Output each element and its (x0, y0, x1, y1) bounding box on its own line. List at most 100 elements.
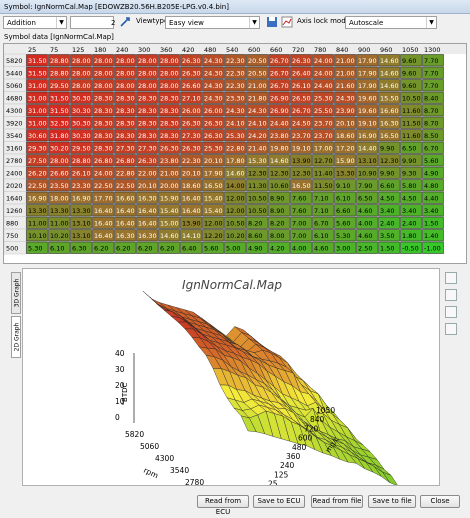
table-cell[interactable] (70, 129, 92, 142)
table-cell[interactable] (158, 241, 180, 254)
table-cell[interactable] (224, 241, 246, 254)
table-cell[interactable] (334, 54, 356, 67)
table-cell[interactable] (356, 216, 378, 229)
table-cell[interactable] (378, 79, 400, 92)
table-cell[interactable] (290, 79, 312, 92)
table-cell[interactable] (246, 104, 268, 117)
table-cell[interactable] (92, 154, 114, 167)
table-cell[interactable] (180, 154, 202, 167)
table-cell[interactable] (26, 241, 48, 254)
table-cell[interactable] (400, 191, 422, 204)
table-cell[interactable] (312, 129, 334, 142)
table-cell[interactable] (246, 129, 268, 142)
table-cell[interactable] (268, 79, 290, 92)
read-from-ecu-button[interactable]: Read from ECU (197, 495, 249, 516)
table-cell[interactable] (312, 66, 334, 79)
table-cell[interactable] (334, 154, 356, 167)
table-cell[interactable] (180, 229, 202, 242)
table-cell[interactable] (334, 216, 356, 229)
table-cell[interactable] (136, 229, 158, 242)
table-cell[interactable] (268, 229, 290, 242)
table-cell[interactable] (422, 154, 444, 167)
table-cell[interactable] (202, 154, 224, 167)
table-cell[interactable] (400, 54, 422, 67)
table-cell[interactable] (136, 54, 158, 67)
table-cell[interactable] (202, 91, 224, 104)
table-cell[interactable] (246, 154, 268, 167)
table-cell[interactable] (356, 204, 378, 217)
table-cell[interactable] (92, 141, 114, 154)
table-cell[interactable] (48, 204, 70, 217)
table-cell[interactable] (158, 179, 180, 192)
table-cell[interactable] (268, 204, 290, 217)
table-cell[interactable] (334, 166, 356, 179)
table-cell[interactable] (334, 204, 356, 217)
table-cell[interactable] (334, 79, 356, 92)
table-cell[interactable] (92, 191, 114, 204)
table-cell[interactable] (92, 104, 114, 117)
table-cell[interactable] (70, 141, 92, 154)
table-cell[interactable] (422, 191, 444, 204)
table-cell[interactable] (400, 79, 422, 92)
table-cell[interactable] (356, 129, 378, 142)
table-cell[interactable] (70, 241, 92, 254)
table-cell[interactable] (114, 191, 136, 204)
table-cell[interactable] (400, 229, 422, 242)
save-icon[interactable] (265, 15, 279, 29)
table-cell[interactable] (158, 116, 180, 129)
table-cell[interactable] (92, 91, 114, 104)
table-cell[interactable] (224, 91, 246, 104)
table-cell[interactable] (114, 79, 136, 92)
table-cell[interactable] (422, 216, 444, 229)
table-cell[interactable] (224, 66, 246, 79)
table-cell[interactable] (70, 104, 92, 117)
table-cell[interactable] (268, 241, 290, 254)
table-cell[interactable] (26, 216, 48, 229)
amount-stepper[interactable]: 2 (70, 16, 115, 29)
table-cell[interactable] (378, 66, 400, 79)
map-grid[interactable]: 25 75 125 180 240 300 360 420 480 540 600 660 720 780… (4, 44, 466, 263)
table-cell[interactable] (268, 66, 290, 79)
table-cell[interactable] (48, 129, 70, 142)
table-cell[interactable] (158, 79, 180, 92)
table-cell[interactable] (26, 66, 48, 79)
table-cell[interactable] (246, 204, 268, 217)
table-cell[interactable] (136, 66, 158, 79)
table-cell[interactable] (378, 241, 400, 254)
table-cell[interactable] (114, 241, 136, 254)
table-cell[interactable] (180, 166, 202, 179)
table-cell[interactable] (158, 166, 180, 179)
save-to-file-button[interactable]: Save to file (368, 495, 416, 508)
table-cell[interactable] (224, 141, 246, 154)
table-cell[interactable] (26, 141, 48, 154)
table-cell[interactable] (48, 166, 70, 179)
table-cell[interactable] (268, 154, 290, 167)
table-cell[interactable] (334, 229, 356, 242)
rotate-icon[interactable] (445, 306, 457, 318)
table-cell[interactable] (70, 179, 92, 192)
table-cell[interactable] (290, 116, 312, 129)
table-cell[interactable] (70, 191, 92, 204)
table-cell[interactable] (246, 229, 268, 242)
table-cell[interactable] (136, 179, 158, 192)
table-cell[interactable] (400, 216, 422, 229)
table-cell[interactable] (92, 229, 114, 242)
table-cell[interactable] (246, 216, 268, 229)
tab-2d-graph[interactable]: 2D Graph (11, 316, 21, 358)
table-cell[interactable] (312, 104, 334, 117)
table-cell[interactable] (268, 116, 290, 129)
table-cell[interactable] (92, 179, 114, 192)
table-cell[interactable] (180, 191, 202, 204)
table-cell[interactable] (26, 166, 48, 179)
table-cell[interactable] (48, 216, 70, 229)
table-cell[interactable] (26, 179, 48, 192)
table-cell[interactable] (334, 91, 356, 104)
table-cell[interactable] (268, 191, 290, 204)
table-cell[interactable] (268, 216, 290, 229)
table-cell[interactable] (422, 91, 444, 104)
table-cell[interactable] (224, 154, 246, 167)
table-cell[interactable] (48, 116, 70, 129)
table-cell[interactable] (422, 79, 444, 92)
table-cell[interactable] (180, 91, 202, 104)
table-cell[interactable] (400, 104, 422, 117)
